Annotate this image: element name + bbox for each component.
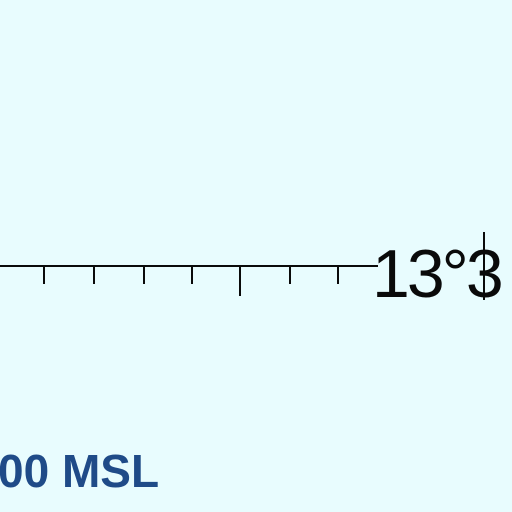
- altitude-label: 00 MSL: [0, 445, 160, 497]
- heading-readout: 13°3: [372, 236, 504, 312]
